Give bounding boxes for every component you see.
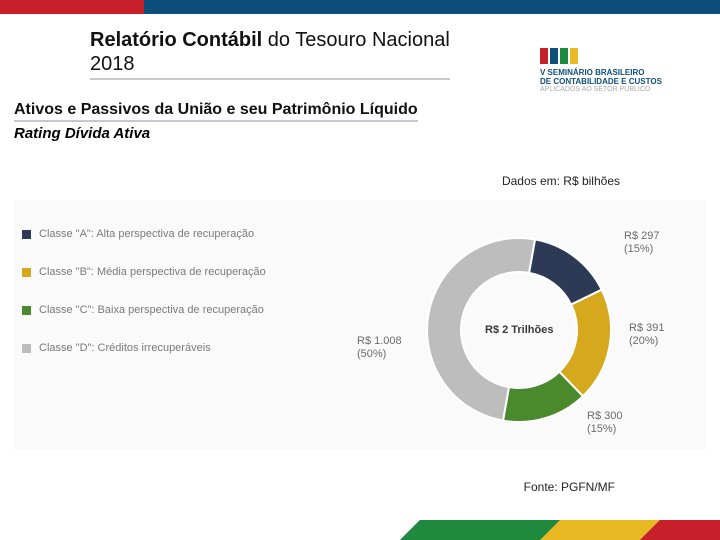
slice-pct: (50%) [357, 348, 402, 361]
legend-text: Classe "D": Créditos irrecuperáveis [39, 342, 211, 354]
subheading: Ativos e Passivos da União e seu Patrimô… [14, 100, 418, 122]
donut-wrap: R$ 2 Trilhões R$ 297(15%)R$ 391(20%)R$ 3… [329, 200, 706, 450]
legend-text: Classe "C": Baixa perspectiva de recuper… [39, 304, 264, 316]
page-title-block: Relatório Contábil do Tesouro Nacional 2… [90, 28, 450, 80]
legend-swatch [22, 230, 31, 239]
footer-stripe [0, 520, 720, 540]
legend-swatch [22, 268, 31, 277]
slice-pct: (20%) [629, 335, 664, 348]
legend-item-C: Classe "C": Baixa perspectiva de recuper… [22, 304, 321, 316]
slice-label-D: R$ 1.008(50%) [357, 335, 402, 361]
logo-line3: APLICADOS AO SETOR PÚBLICO [540, 86, 700, 93]
legend-swatch [22, 306, 31, 315]
slice-value: R$ 297 [624, 230, 659, 243]
slice-label-C: R$ 300(15%) [587, 410, 622, 436]
legend-item-A: Classe "A": Alta perspectiva de recupera… [22, 228, 321, 240]
subheading-block: Ativos e Passivos da União e seu Patrimô… [14, 100, 454, 142]
units-label: Dados em: R$ bilhões [502, 174, 620, 188]
title-bold: Relatório Contábil [90, 29, 262, 51]
rating-line: Rating Dívida Ativa [14, 125, 454, 142]
legend-text: Classe "A": Alta perspectiva de recupera… [39, 228, 254, 240]
header-stripe [0, 0, 720, 14]
event-logo: V SEMINÁRIO BRASILEIRO DE CONTABILIDADE … [540, 42, 700, 96]
logo-line2: DE CONTABILIDADE E CUSTOS [540, 77, 700, 86]
source-label: Fonte: PGFN/MF [524, 480, 615, 494]
slice-pct: (15%) [587, 423, 622, 436]
page-title: Relatório Contábil do Tesouro Nacional 2… [90, 28, 450, 80]
legend-item-B: Classe "B": Média perspectiva de recuper… [22, 266, 321, 278]
donut-center-label: R$ 2 Trilhões [485, 324, 553, 336]
slice-value: R$ 391 [629, 322, 664, 335]
slice-value: R$ 300 [587, 410, 622, 423]
slice-pct: (15%) [624, 243, 659, 256]
legend-text: Classe "B": Média perspectiva de recuper… [39, 266, 266, 278]
legend-swatch [22, 344, 31, 353]
legend-item-D: Classe "D": Créditos irrecuperáveis [22, 342, 321, 354]
logo-line1: V SEMINÁRIO BRASILEIRO [540, 68, 700, 77]
legend: Classe "A": Alta perspectiva de recupera… [14, 200, 329, 450]
chart-area: Classe "A": Alta perspectiva de recupera… [14, 200, 706, 450]
slice-label-A: R$ 297(15%) [624, 230, 659, 256]
slice-label-B: R$ 391(20%) [629, 322, 664, 348]
slice-value: R$ 1.008 [357, 335, 402, 348]
